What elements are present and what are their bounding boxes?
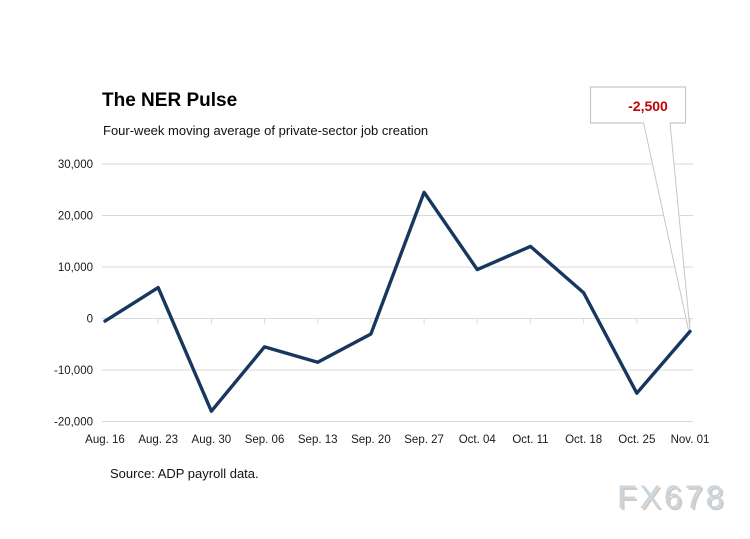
x-axis-tick-label: Oct. 25 — [618, 434, 655, 446]
gridlines — [102, 163, 693, 422]
y-axis-tick-label: -20,000 — [54, 417, 93, 429]
y-axis-tick-label: -10,000 — [54, 365, 93, 377]
callout-value-label: -2,500 — [628, 98, 668, 114]
chart-subtitle: Four-week moving average of private-sect… — [103, 123, 429, 138]
x-axis-tick-label: Aug. 16 — [85, 434, 125, 446]
y-axis-tick-label: 10,000 — [58, 262, 93, 274]
callout-box — [589, 86, 687, 124]
callout-pointer — [643, 121, 691, 331]
axis-labels: 30,000 20,000 10,000 0 -10,000 -20,000 Aug. 16… — [54, 159, 709, 446]
callout-leader-line-left — [643, 122, 689, 330]
x-axis-tick-label: Sep. 06 — [245, 434, 285, 446]
x-axis-tick-label: Oct. 11 — [512, 434, 548, 446]
x-axis-tick-label: Oct. 04 — [459, 434, 497, 446]
callout-leader-line-right — [669, 122, 691, 330]
x-axis-tick-label: Oct. 18 — [565, 434, 602, 446]
y-axis-tick-label: 20,000 — [58, 211, 93, 223]
data-series — [103, 190, 692, 413]
watermark: FX678 — [617, 479, 727, 515]
y-axis-tick-label: 30,000 — [58, 159, 93, 171]
source-note: Source: ADP payroll data. — [110, 466, 259, 481]
x-axis-tick-label: Sep. 27 — [404, 434, 444, 446]
series-line — [103, 190, 692, 413]
x-axis-tick-label: Sep. 20 — [351, 434, 391, 446]
chart-title: The NER Pulse — [102, 90, 238, 111]
x-axis-tick-label: Sep. 13 — [298, 434, 338, 446]
callout: -2,500 — [589, 86, 691, 331]
x-axis-tick-label: Aug. 23 — [138, 434, 178, 446]
y-axis-tick-label: 0 — [87, 314, 93, 326]
x-axis-tick-label: Aug. 30 — [192, 434, 232, 446]
x-axis-tick-label: Nov. 01 — [671, 434, 710, 446]
